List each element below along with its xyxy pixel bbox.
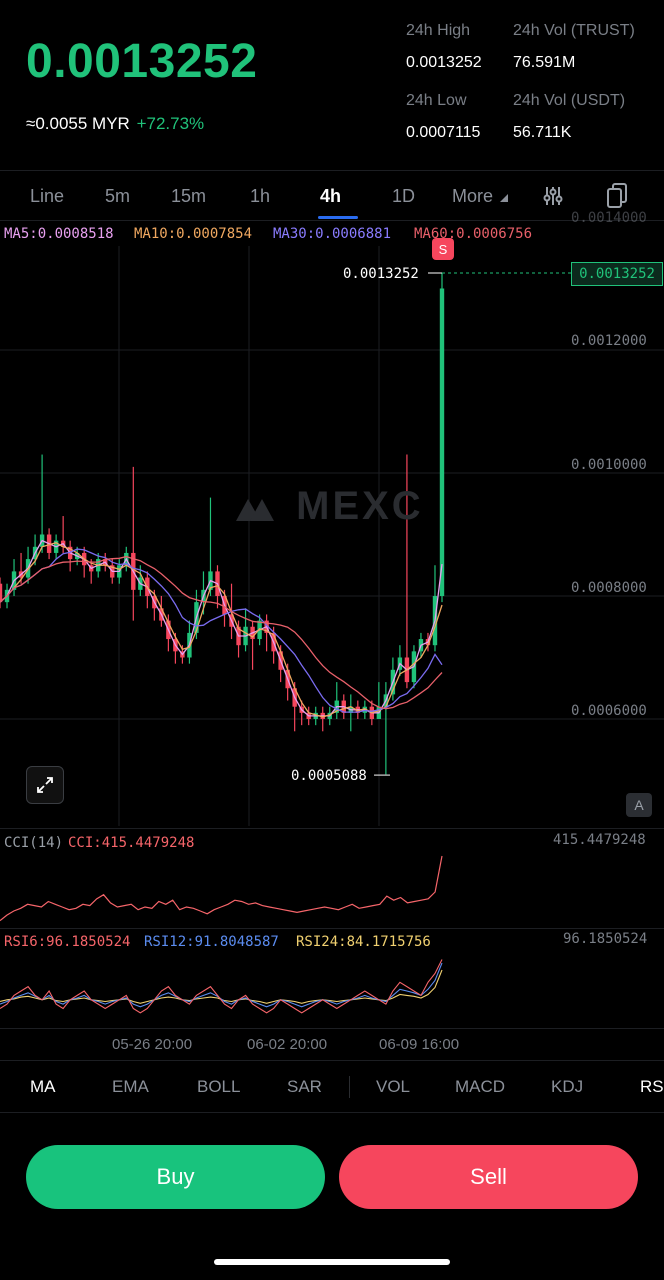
home-indicator[interactable]: [214, 1259, 450, 1265]
tab-indicator-vol[interactable]: VOL: [376, 1077, 411, 1096]
vol-usdt-value: 56.711K: [513, 124, 572, 141]
tab-indicator-ma[interactable]: MA: [30, 1077, 56, 1096]
tab-indicator-macd[interactable]: MACD: [455, 1077, 506, 1096]
active-tab-indicator: [318, 216, 358, 219]
divider: [0, 928, 664, 929]
tab-5m[interactable]: 5m: [105, 186, 131, 206]
tab-line[interactable]: Line: [30, 186, 65, 206]
tab-1d[interactable]: 1D: [392, 186, 416, 206]
divider: [0, 1028, 664, 1029]
cci-title: CCI(14): [4, 835, 64, 851]
low-value: 0.0007115: [406, 124, 481, 141]
high-marker-label: 0.0013252: [343, 266, 419, 282]
divider: [0, 220, 664, 221]
rsi-axis-max: 96.1850524: [563, 931, 648, 947]
rsi12-value: RSI12:91.8048587: [144, 934, 279, 950]
ma30-legend: MA30:0.0006881: [273, 226, 392, 242]
auto-scale-button[interactable]: A: [626, 793, 652, 817]
y-tick: 0.0008000: [571, 580, 647, 596]
indicator-settings-icon[interactable]: [541, 184, 565, 213]
ma-line-ma5: [0, 539, 443, 717]
current-price-tag: 0.0013252: [571, 262, 663, 286]
low-marker-label: 0.0005088: [291, 768, 367, 784]
more-label: More: [452, 186, 494, 206]
vol-usdt-label: 24h Vol (USDT): [513, 92, 626, 109]
cci-value: CCI:415.4479248: [68, 835, 195, 851]
mexc-watermark: MEXC: [236, 484, 424, 529]
ma5-legend: MA5:0.0008518: [4, 226, 114, 242]
copy-icon[interactable]: [604, 182, 630, 215]
y-tick: 0.0010000: [571, 457, 647, 473]
y-tick: 0.0006000: [571, 703, 647, 719]
rsi24-value: RSI24:84.1715756: [296, 934, 431, 950]
tab-indicator-kdj[interactable]: KDJ: [551, 1077, 584, 1096]
tab-indicator-sar[interactable]: SAR: [287, 1077, 322, 1096]
ma-line-ma10: [0, 541, 443, 718]
tab-indicator-rsi[interactable]: RS: [640, 1077, 664, 1096]
low-label: 24h Low: [406, 92, 467, 109]
rsi-chart: [0, 959, 443, 1014]
fullscreen-button[interactable]: [26, 766, 64, 804]
tab-more[interactable]: More: [452, 186, 509, 207]
divider: [0, 1112, 664, 1113]
fiat-price-row: ≈0.0055 MYR +72.73%: [26, 114, 204, 134]
divider: [0, 170, 664, 171]
watermark-text: MEXC: [296, 484, 424, 528]
ma10-legend: MA10:0.0007854: [134, 226, 253, 242]
x-tick: 06-02 20:00: [247, 1036, 328, 1053]
expand-icon: [37, 777, 53, 793]
vol-trust-value: 76.591M: [513, 54, 576, 71]
tab-4h[interactable]: 4h: [320, 186, 342, 206]
tab-indicator-boll[interactable]: BOLL: [197, 1077, 241, 1096]
tab-15m[interactable]: 15m: [171, 186, 207, 206]
x-tick: 05-26 20:00: [112, 1036, 193, 1053]
divider: [0, 828, 664, 829]
change-percent: +72.73%: [136, 114, 205, 133]
last-price: 0.0013252: [26, 35, 258, 88]
cci-line: [0, 855, 443, 922]
ma-line-ma60: [0, 555, 443, 710]
fiat-approx: ≈0.0055 MYR: [26, 114, 130, 133]
y-tick: 0.0012000: [571, 333, 647, 349]
tab-1h[interactable]: 1h: [250, 186, 271, 206]
high-value: 0.0013252: [406, 54, 482, 71]
tab-separator: [349, 1076, 350, 1098]
divider: [0, 1060, 664, 1061]
cci-axis-max: 415.4479248: [553, 832, 646, 848]
tab-indicator-ema[interactable]: EMA: [112, 1077, 149, 1096]
caret-icon: [500, 194, 509, 202]
cci-chart: [0, 855, 443, 922]
candlestick-chart[interactable]: [0, 246, 664, 826]
y-tick-top-partial: 0.0014000: [571, 210, 647, 226]
buy-button[interactable]: Buy: [26, 1145, 325, 1209]
candle-body: [0, 583, 3, 603]
rsi6-line: [0, 959, 443, 1014]
candle-body: [439, 288, 445, 596]
sell-button[interactable]: Sell: [339, 1145, 638, 1209]
ma-line-ma30: [0, 548, 443, 713]
sell-signal-badge[interactable]: S: [432, 238, 454, 260]
vol-trust-label: 24h Vol (TRUST): [513, 22, 635, 39]
mexc-logo-icon: [236, 499, 274, 522]
rsi6-value: RSI6:96.1850524: [4, 934, 131, 950]
high-label: 24h High: [406, 22, 471, 39]
x-tick: 06-09 16:00: [379, 1036, 460, 1053]
